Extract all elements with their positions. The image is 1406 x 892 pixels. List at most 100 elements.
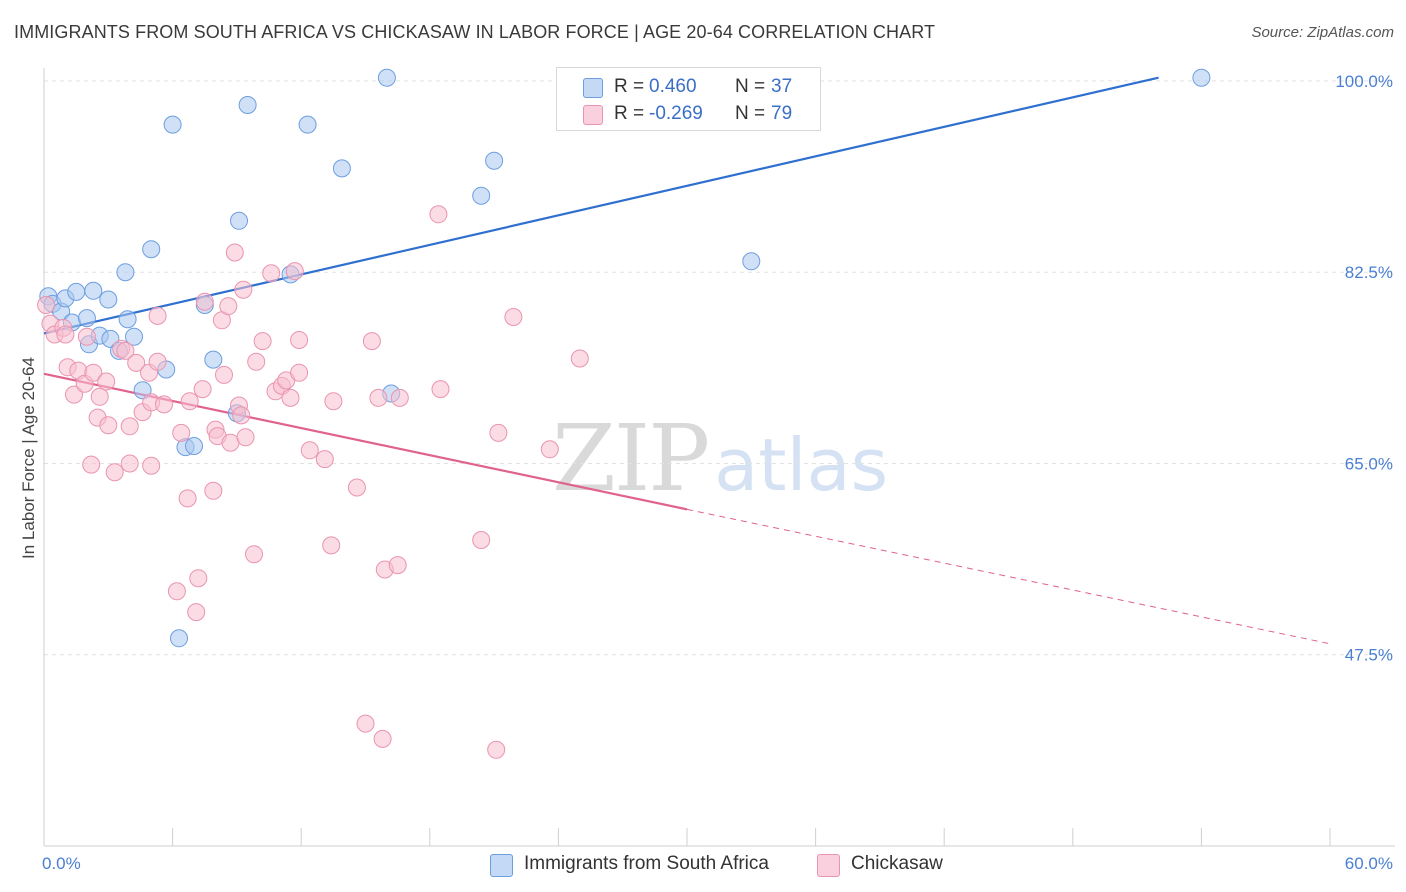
point-south-africa bbox=[125, 327, 143, 346]
point-south-africa bbox=[99, 290, 118, 309]
trend-line-blue bbox=[43, 76, 1159, 335]
point-chickasaw bbox=[82, 455, 101, 474]
point-chickasaw bbox=[97, 372, 116, 391]
point-chickasaw bbox=[236, 428, 255, 447]
trend-line-pink bbox=[686, 508, 1331, 645]
point-chickasaw bbox=[120, 454, 139, 473]
point-chickasaw bbox=[247, 352, 266, 371]
point-chickasaw bbox=[253, 332, 272, 351]
point-chickasaw bbox=[225, 243, 244, 262]
point-chickasaw bbox=[232, 406, 251, 425]
point-south-africa bbox=[118, 310, 137, 329]
point-chickasaw bbox=[116, 341, 135, 360]
point-chickasaw bbox=[281, 388, 300, 407]
point-chickasaw bbox=[489, 423, 508, 442]
point-south-africa bbox=[298, 115, 317, 134]
point-chickasaw bbox=[180, 392, 199, 411]
point-chickasaw bbox=[245, 545, 263, 564]
legend-n-value: 79 bbox=[771, 103, 793, 124]
legend-n-label: N = bbox=[735, 103, 766, 124]
point-chickasaw bbox=[487, 740, 506, 759]
series-swatch-pink bbox=[817, 854, 840, 877]
stats-legend: R = 0.460 N = 37 R = -0.269 N = 79 bbox=[556, 67, 821, 131]
point-chickasaw bbox=[172, 423, 191, 442]
series-label-blue: Immigrants from South Africa bbox=[524, 853, 769, 874]
point-chickasaw bbox=[84, 363, 103, 382]
point-chickasaw bbox=[148, 306, 167, 325]
point-chickasaw bbox=[362, 332, 381, 351]
point-chickasaw bbox=[142, 456, 161, 475]
series-swatch-blue bbox=[490, 854, 513, 877]
point-chickasaw bbox=[221, 433, 240, 452]
point-chickasaw bbox=[388, 556, 407, 575]
trend-lines bbox=[43, 76, 1331, 645]
point-chickasaw bbox=[262, 264, 281, 283]
y-tick-label: 65.0% bbox=[1345, 454, 1393, 473]
point-south-africa bbox=[77, 309, 96, 328]
point-south-africa bbox=[170, 629, 188, 648]
y-tick-label: 47.5% bbox=[1345, 646, 1393, 665]
point-chickasaw bbox=[195, 292, 214, 311]
y-tick-label: 100.0% bbox=[1335, 72, 1393, 91]
point-chickasaw bbox=[315, 450, 334, 469]
point-chickasaw bbox=[193, 380, 212, 399]
point-chickasaw bbox=[373, 729, 392, 748]
point-chickasaw bbox=[369, 388, 388, 407]
point-chickasaw bbox=[300, 441, 319, 460]
point-south-africa bbox=[742, 252, 761, 271]
point-chickasaw bbox=[504, 308, 523, 326]
legend-r-value: 0.460 bbox=[649, 76, 697, 97]
point-south-africa bbox=[332, 159, 351, 178]
point-chickasaw bbox=[90, 387, 109, 406]
chart-title: IMMIGRANTS FROM SOUTH AFRICA VS CHICKASA… bbox=[14, 22, 936, 42]
point-chickasaw bbox=[290, 331, 309, 349]
point-south-africa bbox=[230, 211, 248, 230]
point-chickasaw bbox=[120, 417, 139, 436]
point-chickasaw bbox=[322, 536, 341, 555]
legend-n-value: 37 bbox=[771, 76, 793, 97]
point-chickasaw bbox=[356, 714, 375, 733]
watermark-zip: ZIP bbox=[552, 405, 710, 512]
point-chickasaw bbox=[570, 349, 589, 368]
y-axis-label: In Labor Force | Age 20-64 bbox=[19, 357, 38, 559]
point-chickasaw bbox=[77, 327, 96, 346]
legend-r-label: R = bbox=[614, 76, 645, 97]
source-credit: Source: ZipAtlas.com bbox=[1251, 24, 1394, 41]
point-south-africa bbox=[204, 350, 223, 369]
point-chickasaw bbox=[390, 388, 409, 407]
point-chickasaw bbox=[155, 395, 173, 414]
point-south-africa bbox=[163, 115, 182, 134]
point-chickasaw bbox=[204, 481, 223, 500]
point-chickasaw bbox=[215, 365, 233, 384]
point-chickasaw bbox=[324, 392, 343, 411]
point-chickasaw bbox=[105, 463, 124, 482]
point-chickasaw bbox=[148, 352, 167, 371]
point-south-africa bbox=[116, 263, 135, 282]
point-chickasaw bbox=[189, 569, 208, 588]
point-chickasaw bbox=[99, 416, 118, 435]
point-south-africa bbox=[238, 96, 257, 114]
point-chickasaw bbox=[234, 280, 253, 299]
point-south-africa bbox=[472, 186, 491, 205]
point-chickasaw bbox=[178, 489, 197, 508]
watermark-atlas: atlas bbox=[714, 423, 889, 507]
point-chickasaw bbox=[187, 603, 206, 622]
point-chickasaw bbox=[56, 325, 75, 344]
point-south-africa bbox=[84, 281, 103, 300]
axes bbox=[43, 68, 1395, 847]
point-chickasaw bbox=[167, 582, 186, 601]
point-chickasaw bbox=[285, 262, 304, 281]
data-points bbox=[37, 68, 1211, 759]
point-chickasaw bbox=[431, 380, 450, 399]
point-south-africa bbox=[377, 68, 396, 87]
point-chickasaw bbox=[347, 478, 366, 497]
legend-r-value: -0.269 bbox=[649, 103, 703, 124]
legend-n-label: N = bbox=[735, 76, 766, 97]
x-tick-label: 0.0% bbox=[42, 854, 81, 873]
point-chickasaw bbox=[65, 385, 83, 404]
point-chickasaw bbox=[127, 353, 146, 372]
legend-row-pink: R = -0.269 N = 79 bbox=[557, 100, 820, 128]
point-south-africa bbox=[185, 437, 203, 455]
watermark: ZIPatlas bbox=[552, 405, 888, 512]
legend-swatch-pink bbox=[583, 105, 603, 125]
